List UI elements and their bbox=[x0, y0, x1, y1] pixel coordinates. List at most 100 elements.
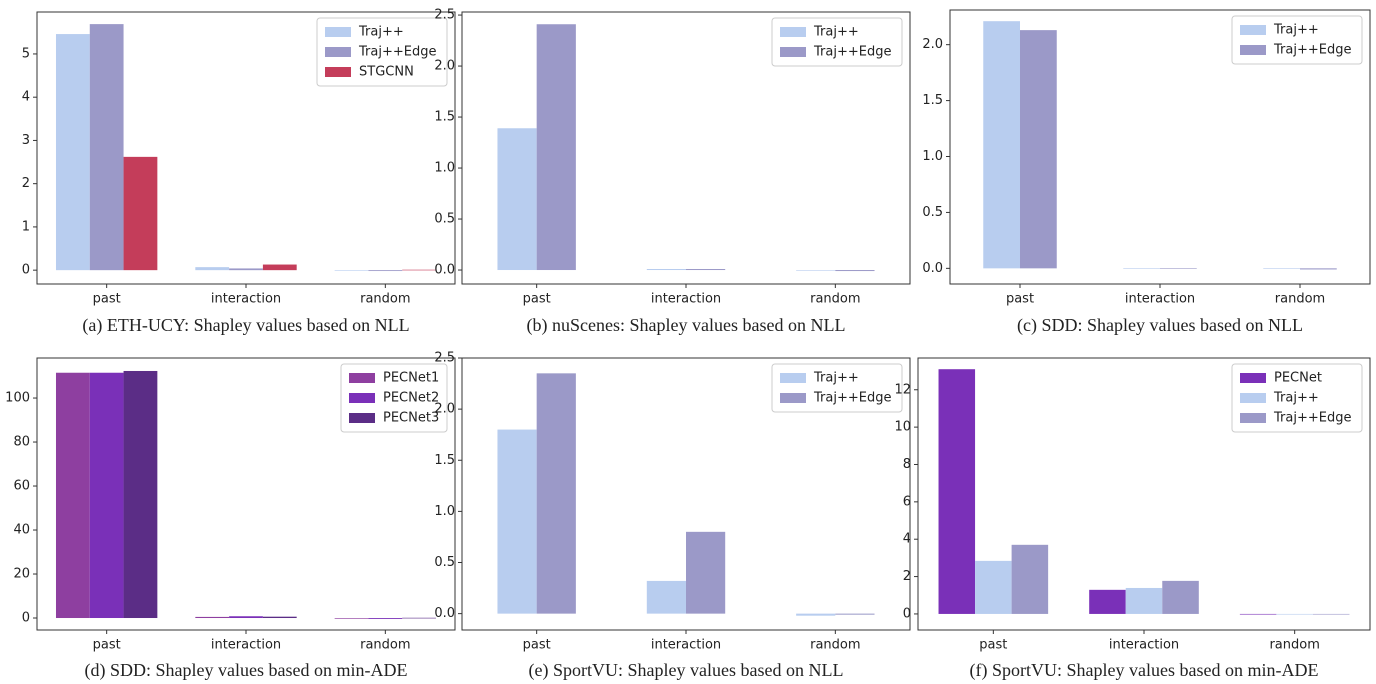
plot-frame bbox=[36, 11, 456, 285]
y-tick-label: 3 bbox=[22, 133, 30, 148]
bar bbox=[1300, 268, 1337, 270]
legend-swatch bbox=[1240, 373, 1266, 383]
legend-label: Traj++Edge bbox=[813, 391, 891, 406]
bar bbox=[1123, 268, 1160, 269]
y-tick-label: 2.0 bbox=[434, 402, 455, 417]
bar bbox=[646, 580, 686, 614]
bar bbox=[368, 618, 403, 619]
bar bbox=[402, 269, 437, 271]
bar bbox=[796, 270, 836, 271]
bar bbox=[123, 156, 158, 271]
legend-swatch bbox=[325, 47, 351, 57]
bar bbox=[262, 616, 297, 619]
x-tick-label: interaction bbox=[211, 638, 281, 653]
bar bbox=[402, 617, 437, 619]
bar bbox=[89, 372, 124, 619]
y-tick-label: 4 bbox=[22, 90, 30, 105]
x-tick-label: random bbox=[1269, 638, 1319, 653]
x-tick-label: past bbox=[93, 292, 121, 307]
x-tick-label: past bbox=[979, 638, 1007, 653]
y-tick-label: 1.0 bbox=[434, 161, 455, 176]
y-tick-label: 2 bbox=[903, 569, 911, 584]
legend-label: STGCNN bbox=[359, 65, 414, 80]
legend-label: PECNet bbox=[1274, 371, 1322, 386]
bar bbox=[1239, 613, 1277, 615]
bar bbox=[262, 264, 297, 271]
bar bbox=[229, 616, 263, 619]
y-tick-label: 0.5 bbox=[434, 212, 455, 227]
legend-swatch bbox=[780, 373, 806, 383]
y-tick-label: 5 bbox=[22, 46, 30, 61]
y-tick-label: 1.5 bbox=[922, 93, 943, 108]
legend-label: Traj++Edge bbox=[358, 45, 436, 60]
bar bbox=[1020, 30, 1057, 269]
bar bbox=[1089, 589, 1126, 614]
bar bbox=[835, 270, 875, 272]
y-tick-label: 1.0 bbox=[434, 504, 455, 519]
y-tick-label: 0.0 bbox=[922, 261, 943, 276]
y-tick-label: 60 bbox=[13, 479, 30, 494]
legend-label: PECNet3 bbox=[383, 411, 439, 426]
legend-label: Traj++ bbox=[813, 25, 859, 40]
bar bbox=[536, 24, 576, 271]
bar bbox=[368, 270, 403, 272]
plot-frame bbox=[949, 9, 1371, 285]
plot-frame bbox=[917, 357, 1371, 631]
x-tick-label: interaction bbox=[211, 292, 281, 307]
y-tick-label: 100 bbox=[5, 391, 30, 406]
legend-label: Traj++ bbox=[813, 371, 859, 386]
y-tick-label: 1.5 bbox=[434, 453, 455, 468]
legend-swatch bbox=[1240, 393, 1266, 403]
caption: (c) SDD: Shapley values based on NLL bbox=[1017, 315, 1303, 336]
bar bbox=[497, 429, 537, 614]
x-tick-label: interaction bbox=[1109, 638, 1179, 653]
y-tick-label: 1.0 bbox=[922, 149, 943, 164]
bar bbox=[195, 267, 230, 271]
y-tick-label: 0 bbox=[903, 606, 911, 621]
bar bbox=[497, 128, 537, 271]
x-tick-label: random bbox=[360, 292, 410, 307]
caption: (b) nuScenes: Shapley values based on NL… bbox=[527, 315, 846, 336]
y-tick-label: 10 bbox=[894, 420, 911, 435]
x-tick-label: interaction bbox=[651, 638, 721, 653]
bar bbox=[229, 268, 263, 271]
y-tick-label: 8 bbox=[903, 457, 911, 472]
plot-frame bbox=[461, 11, 911, 285]
bar bbox=[536, 373, 576, 614]
y-tick-label: 4 bbox=[903, 532, 911, 547]
x-tick-label: random bbox=[1275, 292, 1325, 307]
legend-swatch bbox=[780, 47, 806, 57]
y-tick-label: 2.5 bbox=[434, 351, 455, 366]
y-tick-label: 2.0 bbox=[434, 59, 455, 74]
caption: (a) ETH-UCY: Shapley values based on NLL bbox=[82, 315, 409, 336]
y-tick-label: 1 bbox=[22, 219, 30, 234]
bar bbox=[1162, 580, 1199, 614]
bar bbox=[55, 372, 90, 619]
legend-swatch bbox=[1240, 413, 1266, 423]
bar bbox=[89, 24, 124, 271]
bar bbox=[983, 21, 1020, 269]
x-tick-label: interaction bbox=[651, 292, 721, 307]
legend-label: PECNet1 bbox=[383, 371, 439, 386]
legend-label: PECNet2 bbox=[383, 391, 439, 406]
plot-frame bbox=[36, 357, 456, 631]
legend-swatch bbox=[349, 393, 375, 403]
y-tick-label: 20 bbox=[13, 567, 30, 582]
y-tick-label: 2.0 bbox=[922, 37, 943, 52]
y-tick-label: 0.0 bbox=[434, 263, 455, 278]
bar bbox=[334, 618, 369, 619]
bar bbox=[1276, 613, 1313, 615]
y-tick-label: 40 bbox=[13, 523, 30, 538]
x-tick-label: random bbox=[810, 638, 860, 653]
bar bbox=[835, 613, 875, 615]
bar bbox=[334, 270, 369, 271]
x-tick-label: interaction bbox=[1125, 292, 1195, 307]
bar bbox=[123, 370, 158, 619]
y-tick-label: 80 bbox=[13, 435, 30, 450]
caption: (d) SDD: Shapley values based on min-ADE bbox=[85, 660, 408, 681]
plot-frame bbox=[461, 357, 911, 631]
bar bbox=[1125, 587, 1163, 614]
bar bbox=[686, 531, 726, 614]
